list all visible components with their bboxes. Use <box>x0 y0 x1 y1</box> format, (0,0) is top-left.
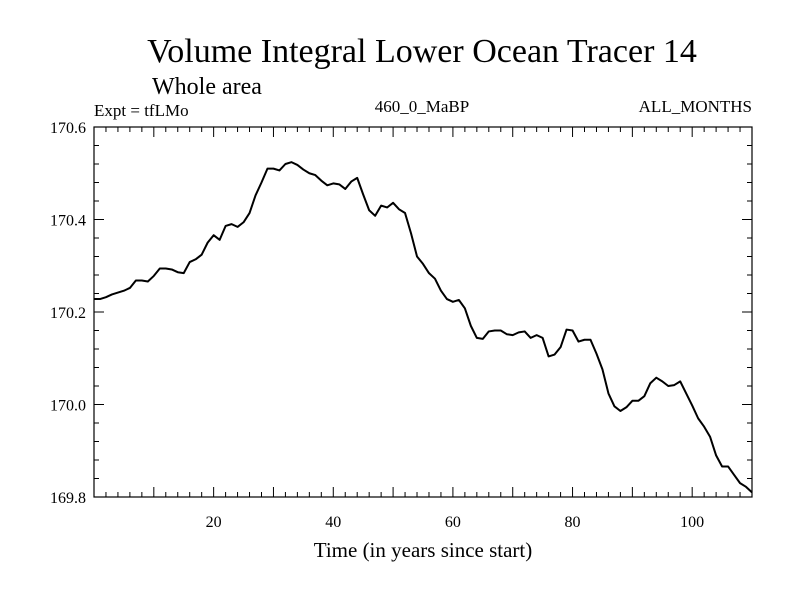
period-label: 460_0_MaBP <box>375 97 469 116</box>
series-points <box>93 161 753 493</box>
x-axis-label: Time (in years since start) <box>314 538 533 562</box>
chart-subtitle: Whole area <box>152 74 262 100</box>
x-tick-label: 60 <box>445 514 461 531</box>
x-tick-label: 80 <box>565 514 581 531</box>
months-label: ALL_MONTHS <box>639 97 752 116</box>
y-tick-label: 170.4 <box>50 213 86 230</box>
y-axis-tick-labels: 169.8 170.0 170.2 170.4 170.6 <box>50 120 86 507</box>
y-axis-ticks <box>94 145 752 479</box>
y-tick-label: 170.2 <box>50 305 86 322</box>
x-axis-ticks <box>105 127 741 497</box>
x-tick-label: 40 <box>325 514 341 531</box>
series-line <box>94 161 753 494</box>
y-tick-label: 170.6 <box>50 120 86 137</box>
x-tick-label: 100 <box>680 514 704 531</box>
experiment-label: Expt = tfLMo <box>94 101 189 120</box>
y-tick-label: 170.0 <box>50 398 86 415</box>
y-tick-label: 169.8 <box>50 490 86 507</box>
x-tick-label: 20 <box>206 514 222 531</box>
plot-frame <box>93 126 753 498</box>
chart-title: Volume Integral Lower Ocean Tracer 14 <box>147 33 697 70</box>
x-axis-tick-labels: 20 40 60 80 100 <box>206 514 705 531</box>
